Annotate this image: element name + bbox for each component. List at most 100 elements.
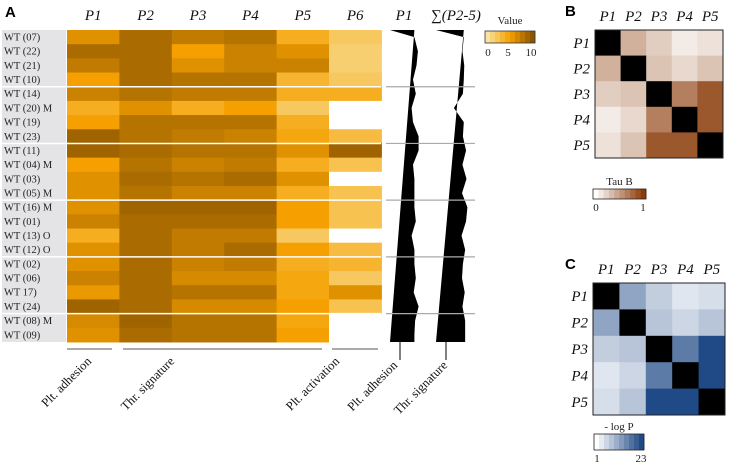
heatmap-cell-p1: [67, 271, 120, 286]
row-label: WT (06): [4, 274, 41, 285]
heatmap-cell-p4: [224, 72, 278, 88]
heatmap-cell-p3: [171, 271, 225, 286]
colorbar-step: [629, 434, 635, 450]
matrix-cell-p2-p5: [698, 309, 726, 337]
heatmap-cell-p5: [276, 242, 330, 258]
column-group-label: Thr. signature: [118, 354, 177, 413]
heatmap-cell-p6: [329, 313, 382, 329]
heatmap-cell-p4: [224, 115, 278, 130]
heatmap-cell-p4: [224, 44, 278, 59]
matrix-col-label: P3: [650, 9, 668, 25]
heatmap-cell-p6: [329, 299, 382, 315]
heatmap-cell-p4: [224, 228, 278, 244]
matrix-cell-p4-p5: [697, 106, 724, 133]
column-group-label: Plt. adhesion: [39, 354, 95, 410]
heatmap-cell-p6: [329, 242, 382, 258]
heatmap-cell-p1: [67, 242, 120, 258]
heatmap-cell-p1: [67, 44, 120, 59]
heatmap-cell-p4: [224, 185, 278, 201]
heatmap-cell-p6: [329, 44, 382, 59]
colorbar-step: [490, 31, 496, 43]
matrix-cell-p1-p5: [697, 30, 724, 56]
matrix-cell-p1-p4: [671, 30, 698, 56]
matrix-col-label: P4: [676, 262, 694, 278]
matrix-border: [592, 282, 726, 416]
colorbar-tick: 1: [640, 202, 646, 214]
heatmap-cell-p5: [276, 58, 330, 74]
panel-label-c: C: [565, 256, 576, 273]
matrix-cell-p2-p3: [646, 55, 673, 82]
heatmap-cell-p3: [171, 185, 225, 201]
heatmap-cell-p6: [329, 30, 382, 45]
column-label-p4: P4: [241, 8, 259, 24]
matrix-row-label: P4: [572, 113, 590, 129]
heatmap-cell-p4: [224, 285, 278, 300]
profile-p1: [390, 30, 419, 342]
matrix-cell-p1-p1: [593, 283, 620, 310]
matrix-cell-p2-p2: [620, 55, 647, 82]
matrix-cell-p5-p4: [672, 388, 699, 416]
matrix-cell-p1-p3: [645, 283, 673, 310]
matrix-row-label: P3: [572, 87, 590, 103]
heatmap-cell-p2: [119, 100, 173, 116]
row-label: WT (02): [4, 259, 41, 270]
profile-header-sum: ∑(P2-5): [431, 8, 481, 24]
matrix-row-label: P2: [570, 316, 588, 332]
matrix-cell-p5-p2: [620, 132, 647, 159]
heatmap-cell-p5: [276, 285, 330, 300]
heatmap-cell-p5: [276, 157, 330, 173]
row-label: WT (20) M: [4, 103, 53, 114]
row-label: WT (03): [4, 174, 41, 185]
row-label: WT (22): [4, 47, 41, 58]
heatmap-cell-p4: [224, 327, 278, 343]
row-label: WT (23): [4, 132, 41, 143]
matrix-cell-p3-p1: [593, 335, 620, 363]
heatmap-cell-p5: [276, 299, 330, 315]
matrix-cell-p3-p4: [671, 81, 698, 108]
heatmap-cell-p2: [119, 285, 173, 300]
heatmap-cell-p5: [276, 256, 330, 272]
heatmap-cell-p1: [67, 256, 120, 272]
matrix-cell-p1-p3: [646, 30, 673, 56]
heatmap-cell-p3: [171, 30, 225, 45]
colorbar-step: [500, 31, 506, 43]
heatmap-cell-p5: [276, 30, 330, 45]
matrix-cell-p1-p5: [698, 283, 726, 310]
heatmap-cell-p3: [171, 44, 225, 59]
colorbar-step: [520, 31, 526, 43]
matrix-cell-p5-p5: [698, 388, 726, 416]
heatmap-cell-p4: [224, 256, 278, 272]
matrix-row-label: P5: [572, 138, 590, 154]
heatmap-cell-p2: [119, 129, 173, 144]
matrix-cell-p3-p2: [619, 335, 647, 363]
heatmap-cell-p5: [276, 214, 330, 230]
heatmap-cell-p6: [329, 200, 382, 215]
heatmap-cell-p1: [67, 115, 120, 130]
matrix-cell-p5-p2: [619, 388, 647, 416]
heatmap-cell-p2: [119, 256, 173, 272]
matrix-cell-p3-p2: [620, 81, 647, 108]
heatmap-cell-p6: [329, 100, 382, 116]
colorbar-step: [495, 31, 501, 43]
heatmap-cell-p5: [276, 313, 330, 329]
matrix-cell-p2-p3: [645, 309, 673, 337]
heatmap-cell-p2: [119, 228, 173, 244]
heatmap-cell-p5: [276, 271, 330, 286]
heatmap-cell-p5: [276, 129, 330, 144]
value-colorbar: [484, 30, 536, 44]
matrix-cell-p4-p4: [671, 106, 698, 133]
column-label-p5: P5: [293, 8, 311, 24]
heatmap-cell-p4: [224, 30, 278, 45]
heatmap-cell-p1: [67, 72, 120, 88]
row-label: WT (13) O: [4, 231, 51, 242]
heatmap-cell-p6: [329, 115, 382, 130]
heatmap-cell-p6: [329, 58, 382, 74]
heatmap-cell-p3: [171, 100, 225, 116]
matrix-cell-p1-p1: [595, 30, 621, 56]
heatmap-cell-p4: [224, 200, 278, 215]
row-label-background: [2, 30, 66, 342]
profile-group-label: Thr. signature: [391, 358, 450, 417]
heatmap-cell-p3: [171, 157, 225, 173]
heatmap-cell-p5: [276, 185, 330, 201]
row-label: WT (07): [4, 33, 41, 44]
